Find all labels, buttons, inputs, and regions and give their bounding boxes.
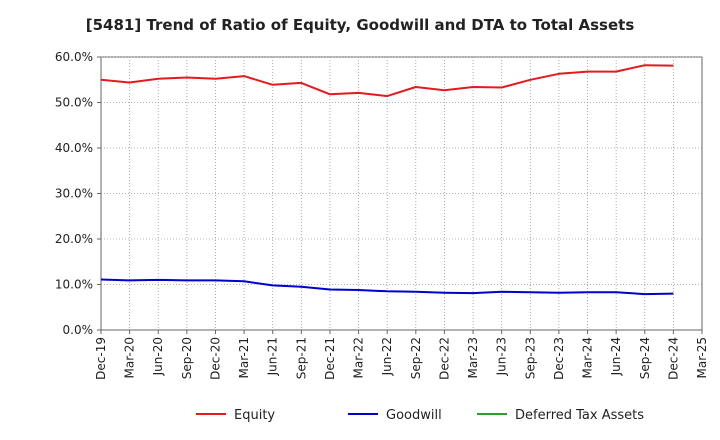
y-tick-label: 0.0%	[63, 323, 94, 337]
x-tick-label: Jun-20	[151, 337, 165, 376]
y-tick-label: 30.0%	[55, 187, 93, 201]
x-tick-label: Dec-23	[552, 337, 566, 380]
x-tick-label: Dec-24	[666, 337, 680, 380]
legend-label-equity: Equity	[234, 408, 275, 423]
series-group	[100, 64, 674, 296]
x-tick-label: Sep-20	[180, 337, 194, 379]
x-tick-label: Jun-21	[266, 337, 280, 376]
x-tick-label: Dec-22	[437, 337, 451, 380]
x-tick-label: Mar-24	[581, 337, 595, 378]
x-tick-label: Mar-25	[695, 337, 709, 378]
y-axis: 0.0% 10.0% 20.0% 30.0% 40.0% 50.0% 60.0%	[55, 50, 101, 337]
x-tick-label: Jun-22	[380, 337, 394, 376]
x-tick-label: Jun-23	[495, 337, 509, 376]
y-tick-label: 10.0%	[55, 278, 93, 292]
x-tick-label: Dec-20	[208, 337, 222, 380]
series-line-equity	[100, 64, 674, 98]
x-tick-label: Sep-23	[523, 337, 537, 379]
x-tick-label: Sep-21	[294, 337, 308, 379]
x-tick-label: Dec-21	[323, 337, 337, 380]
y-tick-label: 50.0%	[55, 96, 93, 110]
legend-label-deferred-tax-assets: Deferred Tax Assets	[515, 408, 644, 423]
x-tick-label: Jun-24	[609, 337, 623, 376]
grid-lines	[101, 56, 702, 330]
series-line-goodwill	[100, 278, 674, 296]
legend-label-goodwill: Goodwill	[386, 408, 442, 423]
x-tick-label: Sep-24	[638, 337, 652, 379]
x-tick-label: Mar-20	[123, 337, 137, 378]
x-tick-label: Mar-21	[237, 337, 251, 378]
y-tick-label: 20.0%	[55, 232, 93, 246]
x-tick-label: Mar-23	[466, 337, 480, 378]
x-axis: Dec-19 Mar-20 Jun-20 Sep-20 Dec-20 Mar-21 Jun-…	[94, 330, 709, 380]
x-tick-label: Mar-22	[352, 337, 366, 378]
x-tick-label: Sep-22	[409, 337, 423, 379]
chart-title: [5481] Trend of Ratio of Equity, Goodwil…	[86, 16, 635, 34]
legend: Equity Goodwill Deferred Tax Assets	[196, 408, 644, 423]
y-tick-label: 60.0%	[55, 50, 93, 64]
x-tick-label: Dec-19	[94, 337, 108, 380]
y-tick-label: 40.0%	[55, 141, 93, 155]
